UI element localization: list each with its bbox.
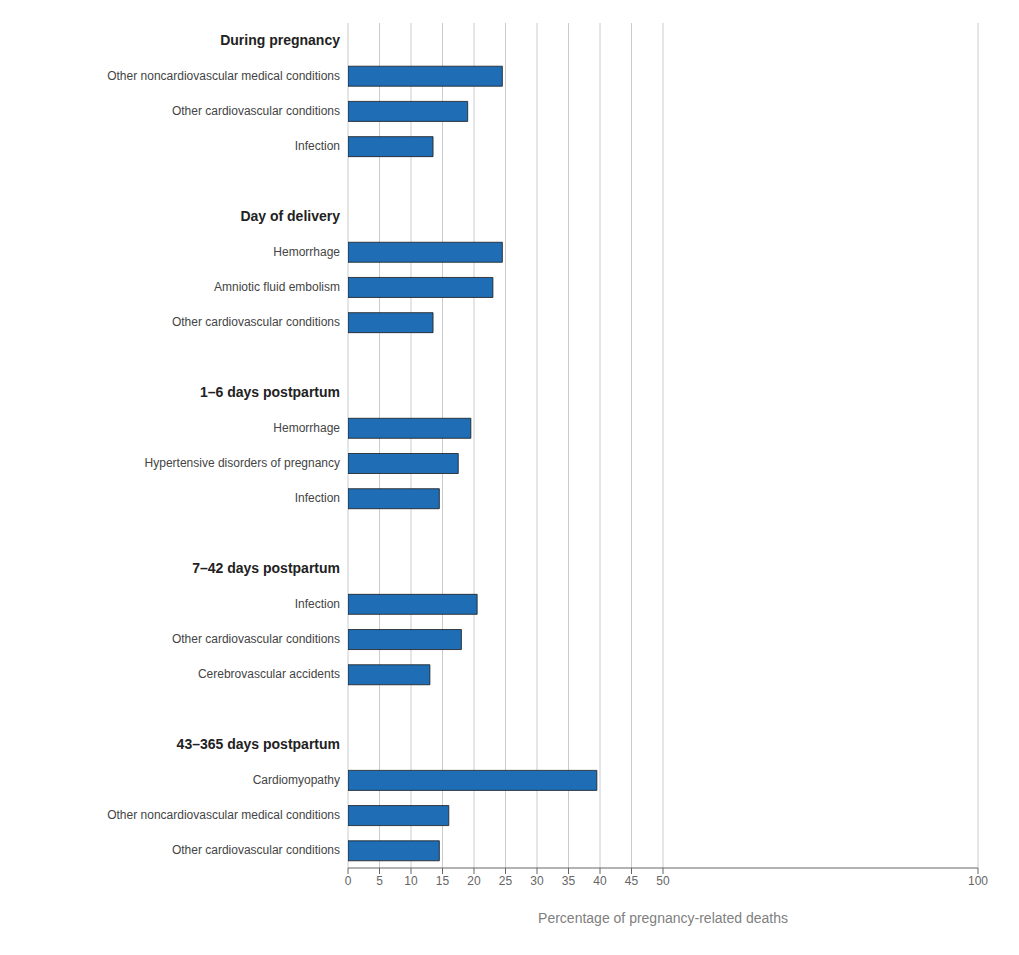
svg-text:10: 10 (404, 874, 418, 888)
svg-text:43–365 days postpartum: 43–365 days postpartum (177, 736, 340, 752)
svg-text:Other noncardiovascular medica: Other noncardiovascular medical conditio… (107, 808, 340, 822)
svg-text:Other cardiovascular condition: Other cardiovascular conditions (172, 843, 340, 857)
svg-text:100: 100 (968, 874, 988, 888)
svg-text:1–6 days postpartum: 1–6 days postpartum (200, 384, 340, 400)
svg-text:15: 15 (436, 874, 450, 888)
svg-text:Infection: Infection (295, 597, 340, 611)
svg-text:20: 20 (467, 874, 481, 888)
svg-text:40: 40 (593, 874, 607, 888)
svg-text:Hemorrhage: Hemorrhage (273, 421, 340, 435)
svg-text:Amniotic fluid embolism: Amniotic fluid embolism (214, 280, 340, 294)
svg-text:Other cardiovascular condition: Other cardiovascular conditions (172, 315, 340, 329)
svg-text:30: 30 (530, 874, 544, 888)
svg-text:Other cardiovascular condition: Other cardiovascular conditions (172, 104, 340, 118)
svg-text:Infection: Infection (295, 491, 340, 505)
svg-text:During pregnancy: During pregnancy (220, 32, 340, 48)
svg-text:Other cardiovascular condition: Other cardiovascular conditions (172, 632, 340, 646)
svg-text:45: 45 (625, 874, 639, 888)
svg-text:Cardiomyopathy: Cardiomyopathy (253, 773, 340, 787)
svg-text:35: 35 (562, 874, 576, 888)
svg-text:Cerebrovascular accidents: Cerebrovascular accidents (198, 667, 340, 681)
svg-text:50: 50 (656, 874, 670, 888)
svg-text:0: 0 (345, 874, 352, 888)
svg-text:Percentage of pregnancy-relate: Percentage of pregnancy-related deaths (538, 910, 788, 926)
svg-text:Hypertensive disorders of preg: Hypertensive disorders of pregnancy (145, 456, 340, 470)
svg-text:Other noncardiovascular medica: Other noncardiovascular medical conditio… (107, 69, 340, 83)
svg-text:Infection: Infection (295, 139, 340, 153)
svg-text:Day of delivery: Day of delivery (240, 208, 340, 224)
svg-text:25: 25 (499, 874, 513, 888)
svg-text:Hemorrhage: Hemorrhage (273, 245, 340, 259)
svg-text:5: 5 (376, 874, 383, 888)
svg-text:7–42 days postpartum: 7–42 days postpartum (192, 560, 340, 576)
